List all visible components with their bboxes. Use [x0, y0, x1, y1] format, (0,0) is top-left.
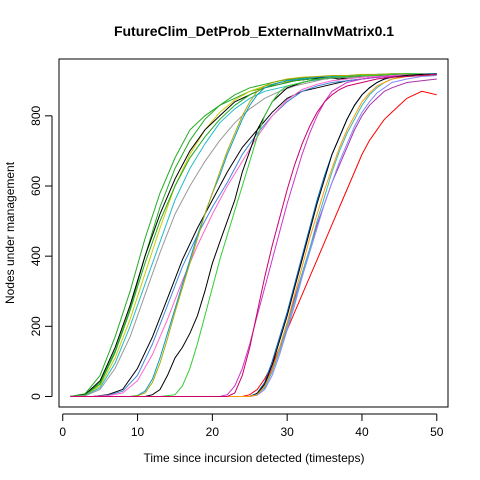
x-tick-label: 50	[430, 425, 444, 439]
x-axis-label: Time since incursion detected (timesteps…	[144, 451, 365, 465]
chart-title: FutureClim_DetProb_ExternalInvMatrix0.1	[114, 23, 394, 39]
plot-frame	[58, 58, 449, 408]
x-tick-label: 40	[355, 425, 369, 439]
x-axis: 0 10 20 30 40 50	[59, 413, 444, 439]
y-tick-label: 0	[29, 393, 43, 400]
y-tick-label: 800	[29, 105, 43, 125]
y-tick-label: 200	[29, 316, 43, 336]
y-tick-label: 600	[29, 176, 43, 196]
x-tick-label: 0	[59, 425, 66, 439]
series-line-16	[70, 90, 437, 397]
series-line-17	[70, 78, 437, 397]
series-layer	[70, 73, 437, 397]
series-line-8	[77, 73, 437, 397]
x-tick-label: 10	[131, 425, 145, 439]
x-tick-label: 20	[206, 425, 220, 439]
series-line-13	[70, 73, 437, 397]
y-axis-label: Nodes under management	[3, 161, 17, 304]
x-tick-label: 30	[280, 425, 294, 439]
y-tick-label: 400	[29, 246, 43, 266]
y-axis: 0 200 400 600 800	[29, 105, 53, 400]
series-line-23	[70, 73, 437, 397]
